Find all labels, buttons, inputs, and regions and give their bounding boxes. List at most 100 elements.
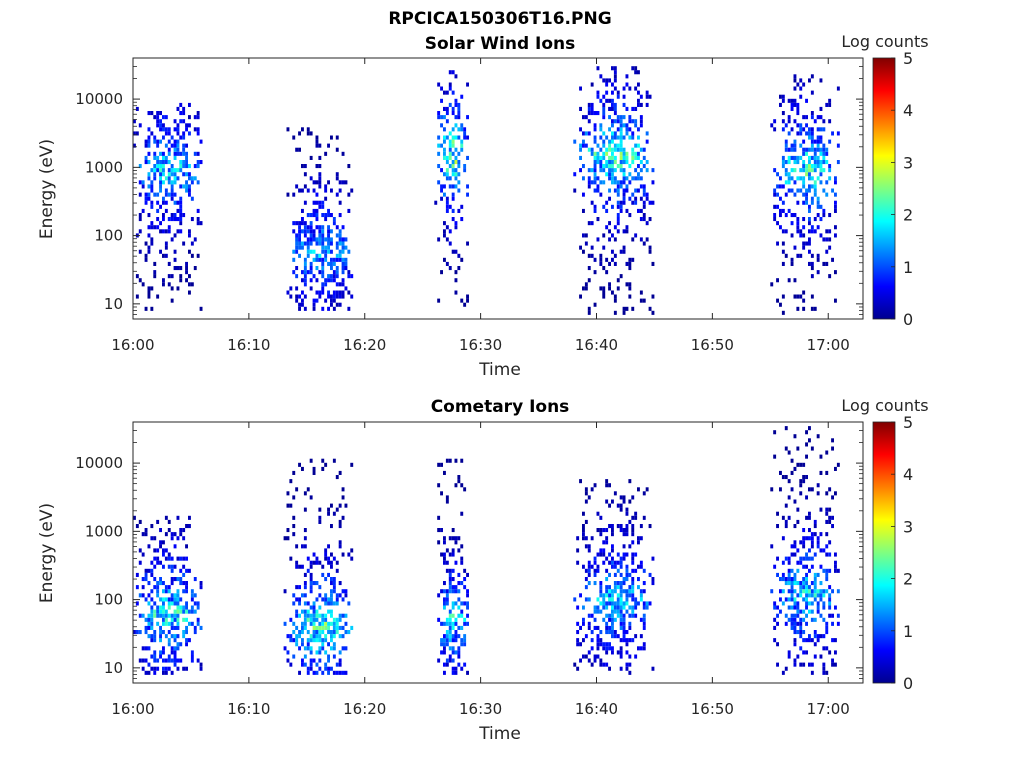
heatmap-cell <box>793 139 797 144</box>
heatmap-cell <box>466 572 469 577</box>
heatmap-cell <box>836 589 840 594</box>
heatmap-cell <box>188 184 191 189</box>
y-tick-label: 100 <box>94 227 123 245</box>
heatmap-cell <box>341 282 345 287</box>
heatmap-cell <box>153 638 157 643</box>
heatmap-cell <box>144 139 148 144</box>
heatmap-cell <box>611 544 614 549</box>
heatmap-cell <box>147 196 151 201</box>
heatmap-cell <box>301 208 304 213</box>
heatmap-cell <box>587 597 591 602</box>
heatmap-cell <box>810 556 814 561</box>
heatmap-cell <box>831 438 834 443</box>
heatmap-cell <box>312 617 316 622</box>
heatmap-cell <box>162 548 165 553</box>
heatmap-cell <box>590 106 594 111</box>
heatmap-cell <box>770 282 774 287</box>
heatmap-cell <box>176 617 180 622</box>
heatmap-cell <box>613 572 617 577</box>
heatmap-cell <box>584 536 588 541</box>
heatmap-cell <box>153 168 157 173</box>
heatmap-cell <box>805 650 808 655</box>
heatmap-cell <box>790 597 794 602</box>
heatmap-cell <box>327 278 330 283</box>
heatmap-cell <box>147 151 151 156</box>
heatmap-cell <box>784 577 788 582</box>
heatmap-cell <box>141 658 145 663</box>
heatmap-cell <box>622 544 626 549</box>
heatmap-cell <box>150 204 154 209</box>
heatmap-cell <box>622 180 626 185</box>
heatmap-cell <box>463 164 467 169</box>
heatmap-cell <box>315 237 319 242</box>
heatmap-cell <box>309 495 313 500</box>
heatmap-cell <box>159 151 162 156</box>
heatmap-cell <box>173 601 177 606</box>
heatmap-cell <box>613 70 617 75</box>
heatmap-cell <box>164 666 168 671</box>
heatmap-cell <box>593 654 597 659</box>
heatmap-cell <box>611 164 614 169</box>
heatmap-cell <box>179 556 183 561</box>
heatmap-cell <box>176 266 180 271</box>
heatmap-cell <box>802 650 806 655</box>
heatmap-cell <box>318 290 322 295</box>
heatmap-cell <box>324 237 328 242</box>
heatmap-cell <box>159 180 162 185</box>
heatmap-cell <box>579 143 582 148</box>
heatmap-cell <box>828 597 832 602</box>
heatmap-cell <box>179 577 183 582</box>
heatmap-cell <box>330 597 333 602</box>
heatmap-cell <box>634 196 638 201</box>
heatmap-cell <box>790 585 794 590</box>
heatmap-cell <box>616 204 620 209</box>
heatmap-cell <box>443 135 446 140</box>
heatmap-cell <box>144 658 148 663</box>
heatmap-cell <box>790 233 794 238</box>
heatmap-cell <box>808 127 811 132</box>
heatmap-cell <box>808 184 811 189</box>
heatmap-cell <box>619 581 623 586</box>
heatmap-cell <box>167 176 171 181</box>
heatmap-cell <box>167 564 171 569</box>
heatmap-cell <box>144 625 148 630</box>
heatmap-cell <box>327 658 330 663</box>
heatmap-cell <box>599 593 603 598</box>
heatmap-cell <box>602 662 606 667</box>
heatmap-cell <box>318 172 322 177</box>
heatmap-cell <box>805 196 808 201</box>
heatmap-cell <box>825 621 829 626</box>
heatmap-cell <box>642 213 646 218</box>
heatmap-cell <box>338 650 342 655</box>
heatmap-cell <box>613 78 617 83</box>
heatmap-cell <box>836 613 840 618</box>
heatmap-cell <box>784 503 788 508</box>
heatmap-cell <box>318 605 322 610</box>
heatmap-cell <box>625 630 629 635</box>
heatmap-cell <box>776 192 779 197</box>
heatmap-cell <box>834 180 837 185</box>
heatmap-cell <box>625 507 629 512</box>
heatmap-cell <box>338 213 342 218</box>
heatmap-cell <box>448 102 452 107</box>
heatmap-cell <box>321 241 325 246</box>
heatmap-cell <box>330 630 333 635</box>
heatmap-cell <box>309 577 313 582</box>
heatmap-cell <box>579 86 582 91</box>
heatmap-cell <box>808 229 811 234</box>
heatmap-cell <box>295 613 299 618</box>
heatmap-cell <box>599 515 603 520</box>
heatmap-cell <box>619 503 623 508</box>
heatmap-cell <box>170 135 174 140</box>
heatmap-cell <box>802 609 806 614</box>
heatmap-cell <box>301 662 304 667</box>
heatmap-cell <box>616 188 620 193</box>
heatmap-cell <box>625 106 629 111</box>
heatmap-cell <box>802 306 806 311</box>
colorbar-label: Log counts <box>841 32 928 51</box>
heatmap-cell <box>634 66 638 71</box>
heatmap-cell <box>188 568 191 573</box>
heatmap-cell <box>295 221 299 226</box>
heatmap-cell <box>460 609 464 614</box>
heatmap-cell <box>286 634 290 639</box>
